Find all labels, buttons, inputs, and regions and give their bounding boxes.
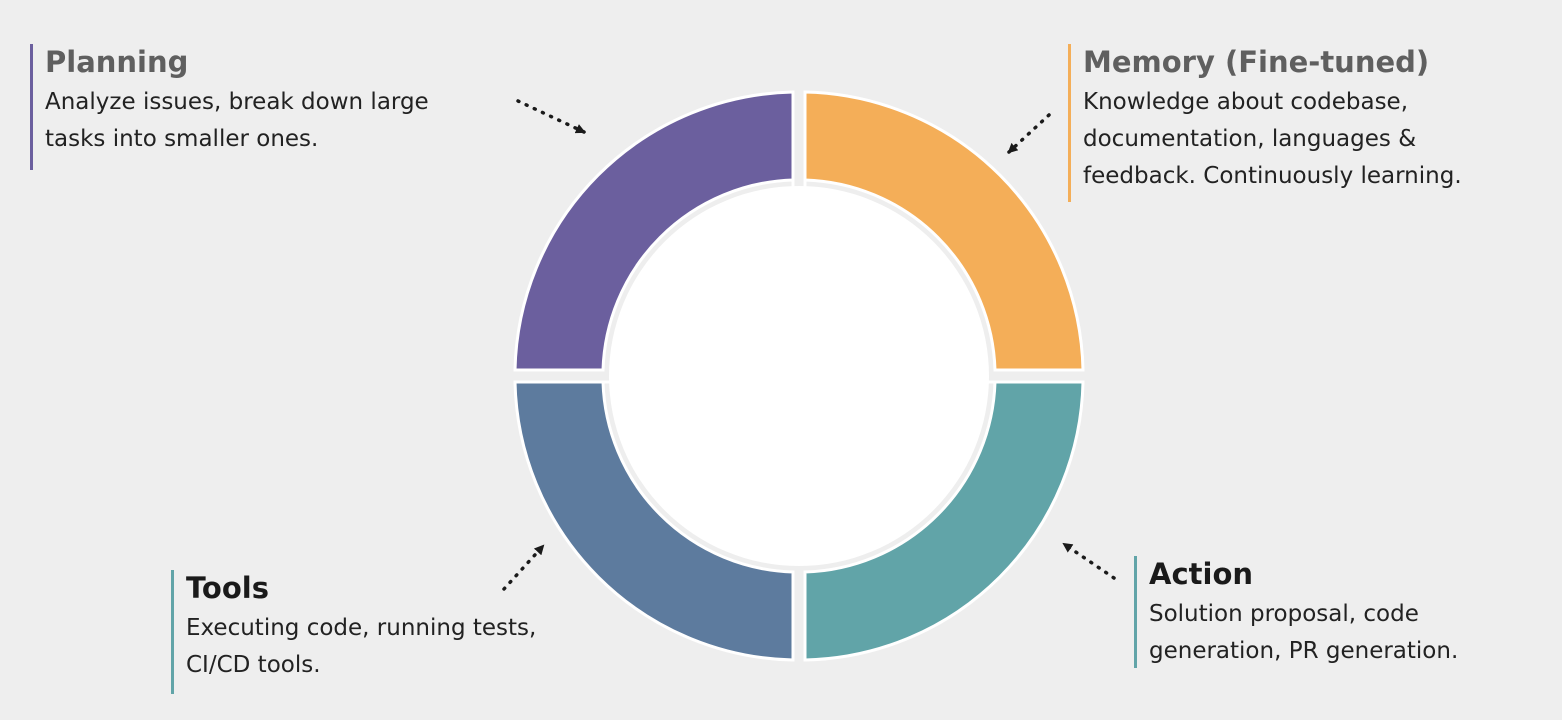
planning-description-line: Analyze issues, break down large <box>45 89 429 115</box>
tools-callout: Tools Executing code, running tests, CI/… <box>171 570 646 694</box>
tools-segment <box>513 380 795 662</box>
action-arrow <box>1062 542 1116 580</box>
tools-description: Executing code, running tests, CI/CD too… <box>186 610 646 684</box>
memory-description-line: feedback. Continuously learning. <box>1083 163 1462 189</box>
memory-description: Knowledge about codebase, documentation,… <box>1083 84 1562 195</box>
planning-segment <box>513 90 795 372</box>
planning-description-line: tasks into smaller ones. <box>45 126 319 152</box>
action-title: Action <box>1149 557 1254 591</box>
tools-description-line: Executing code, running tests, <box>186 615 537 641</box>
tools-description-line: CI/CD tools. <box>186 652 321 678</box>
memory-segment <box>803 90 1085 372</box>
memory-title: Memory (Fine-tuned) <box>1083 45 1430 79</box>
action-description: Solution proposal, code generation, PR g… <box>1149 596 1562 670</box>
tools-title: Tools <box>186 571 269 605</box>
planning-title: Planning <box>45 45 189 79</box>
memory-callout: Memory (Fine-tuned) Knowledge about code… <box>1068 44 1562 202</box>
memory-arrow <box>1007 113 1051 154</box>
memory-description-line: documentation, languages & <box>1083 126 1417 152</box>
action-callout: Action Solution proposal, code generatio… <box>1134 556 1562 668</box>
planning-arrow <box>516 99 586 134</box>
planning-callout: Planning Analyze issues, break down larg… <box>30 44 515 170</box>
center-circle <box>609 186 989 566</box>
action-description-line: Solution proposal, code <box>1149 601 1419 627</box>
planning-description: Analyze issues, break down large tasks i… <box>45 84 515 158</box>
memory-description-line: Knowledge about codebase, <box>1083 89 1409 115</box>
action-segment <box>803 380 1085 662</box>
action-description-line: generation, PR generation. <box>1149 638 1459 664</box>
tools-arrow <box>502 544 545 591</box>
